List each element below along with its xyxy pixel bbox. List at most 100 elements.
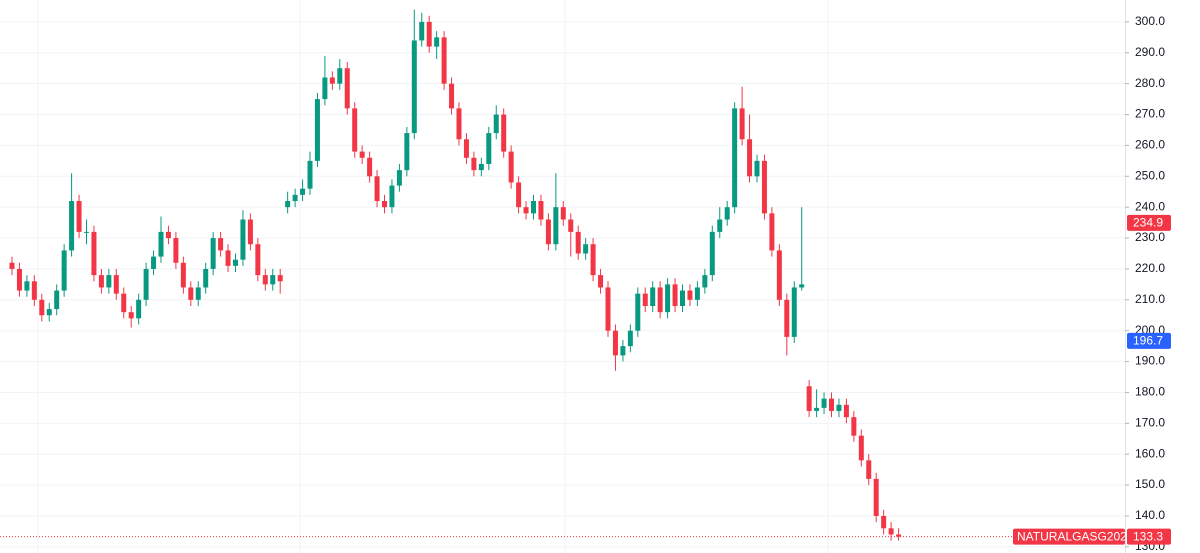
candle-body [367,157,373,177]
candle-body [76,201,82,232]
candle-body [478,163,484,171]
y-tick-label: 220.0 [1135,261,1165,275]
candle-body [329,77,335,84]
candle-body [247,219,253,245]
candle-body [508,151,514,183]
candle-body [620,346,626,356]
candle-body [113,275,119,294]
candle-body [24,281,30,291]
candle-body [54,290,60,310]
candle-body [769,213,775,251]
candle-body [598,275,604,288]
candle-body [553,207,559,245]
candle-body [449,83,455,109]
y-tick-label: 170.0 [1135,415,1165,429]
candle-body [39,299,45,316]
candle-body [337,68,343,84]
candle-body [307,160,313,189]
candle-body [501,114,507,152]
candle-body [46,309,52,316]
y-tick-label: 140.0 [1135,508,1165,522]
candle-body [843,404,849,418]
y-tick-label: 260.0 [1135,138,1165,152]
y-tick-label: 150.0 [1135,477,1165,491]
candle-body [419,21,425,41]
y-tick-label: 230.0 [1135,230,1165,244]
candle-body [545,219,551,245]
candle-body [523,207,529,214]
candle-body [694,287,700,300]
candle-body [84,231,89,233]
candle-body [858,435,864,461]
candle-body [240,219,246,260]
candle-body [180,262,186,288]
candle-body [747,139,753,177]
candle-body [344,68,350,109]
candle-body [702,275,708,288]
candle-body [277,275,283,282]
candle-body [456,108,462,140]
candle-body [881,515,887,529]
candle-body [374,176,380,202]
candle-body [210,238,216,269]
candle-body [873,478,879,516]
y-tick-label: 240.0 [1135,199,1165,213]
candle-body [471,157,477,171]
candle-body [680,290,685,306]
price-label: 234.9 [1133,216,1163,230]
candle-body [650,287,656,306]
candle-body [322,77,328,100]
y-tick-label: 250.0 [1135,168,1165,182]
y-tick-label: 270.0 [1135,107,1165,121]
candle-body [829,398,834,411]
y-tick-label: 210.0 [1135,292,1165,306]
candle-body [98,275,104,288]
candle-body [538,201,544,220]
candle-body [233,259,238,266]
candle-body [814,407,820,411]
candle-body [665,284,671,313]
candle-body [657,287,663,313]
y-tick-label: 300.0 [1135,14,1165,28]
candle-body [717,219,723,232]
candle-body [173,238,179,263]
candle-body [203,268,209,288]
candle-body [463,139,469,158]
candle-body [441,37,447,84]
candle-body [158,231,164,257]
candle-body [605,287,611,331]
candle-body [575,231,581,254]
candle-body [31,281,37,300]
candle-body [285,201,291,208]
candle-body [724,207,730,220]
candle-body [821,398,827,408]
candle-body [151,256,157,269]
candle-body [91,231,97,276]
candle-body [531,201,536,214]
y-tick-label: 180.0 [1135,385,1165,399]
candle-body [776,250,782,300]
last-price-label: 133.3 [1133,529,1163,543]
candle-body [866,460,872,479]
candle-body [292,194,298,202]
candle-body [709,231,715,276]
candle-body [69,201,75,251]
y-tick-label: 280.0 [1135,76,1165,90]
candle-body [262,275,268,285]
candle-body [486,133,492,164]
candle-body [255,244,261,276]
candle-body [583,244,589,254]
candle-body [314,99,320,161]
candle-body [754,160,760,177]
candle-body [188,287,194,300]
candle-body [612,330,618,356]
candle-body [270,275,276,285]
candle-body [352,108,358,152]
candle-body [106,275,112,288]
candle-body [61,250,67,291]
candle-body [739,108,745,140]
y-tick-label: 160.0 [1135,446,1165,460]
price-label-box [1127,332,1171,349]
candle-body [851,417,857,436]
